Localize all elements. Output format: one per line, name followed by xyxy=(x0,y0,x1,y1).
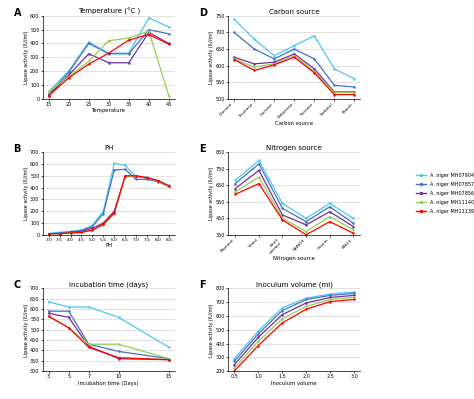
Y-axis label: Lipase activity (IU/ml): Lipase activity (IU/ml) xyxy=(209,30,214,84)
X-axis label: Inoculum volume: Inoculum volume xyxy=(272,381,317,386)
Text: A: A xyxy=(14,8,21,18)
Title: Incubation time (days): Incubation time (days) xyxy=(69,281,148,288)
X-axis label: PH: PH xyxy=(105,243,112,249)
Title: PH: PH xyxy=(104,145,113,151)
Text: D: D xyxy=(199,8,207,18)
Title: Nitrogen source: Nitrogen source xyxy=(266,145,322,151)
Text: F: F xyxy=(199,280,206,290)
X-axis label: Incubation time (Days): Incubation time (Days) xyxy=(79,381,139,386)
Text: B: B xyxy=(14,144,21,154)
Y-axis label: Lipase activity (IU/ml): Lipase activity (IU/ml) xyxy=(24,30,29,84)
X-axis label: Carbon source: Carbon source xyxy=(275,121,313,126)
Legend: A. niger MH079049.1, A. niger MH078571.1, A. niger MH078565.1, A. niger MH111400: A. niger MH079049.1, A. niger MH078571.1… xyxy=(416,173,474,214)
Title: Temperature (°C ): Temperature (°C ) xyxy=(78,8,140,16)
Y-axis label: Lipase activity (IU/ml): Lipase activity (IU/ml) xyxy=(24,303,29,357)
Y-axis label: Lipase activity (IU/ml): Lipase activity (IU/ml) xyxy=(209,167,214,220)
Text: C: C xyxy=(14,280,21,290)
Title: Carbon source: Carbon source xyxy=(269,9,319,15)
Text: E: E xyxy=(199,144,206,154)
Title: Inoculum volume (ml): Inoculum volume (ml) xyxy=(256,281,333,288)
Y-axis label: Lipase activity (IU/ml): Lipase activity (IU/ml) xyxy=(24,167,29,220)
Y-axis label: Lipase activity (IU/ml): Lipase activity (IU/ml) xyxy=(209,303,214,357)
X-axis label: Temperature: Temperature xyxy=(92,108,126,113)
X-axis label: Nitrogen source: Nitrogen source xyxy=(273,257,315,261)
